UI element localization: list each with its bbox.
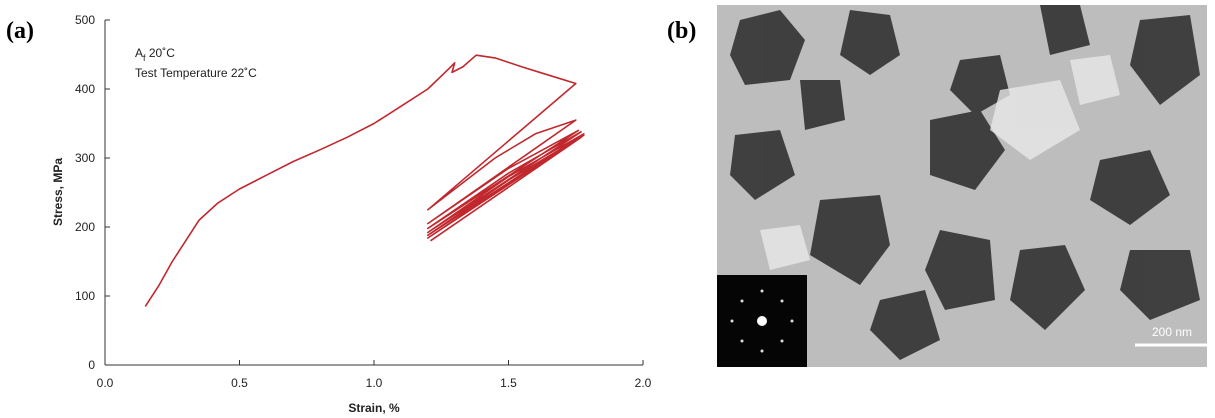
panel-label: (b) bbox=[667, 18, 696, 44]
y-tick-label: 500 bbox=[75, 13, 95, 27]
y-tick-label: 100 bbox=[75, 289, 95, 303]
x-tick-label: 2.0 bbox=[635, 376, 652, 390]
y-tick-label: 0 bbox=[88, 358, 95, 372]
annotation-part: 20˚C bbox=[146, 46, 176, 60]
annotation-part: A bbox=[135, 46, 143, 60]
y-tick-label: 300 bbox=[75, 151, 95, 165]
data-line bbox=[145, 55, 584, 306]
annotation: Af 20˚C bbox=[135, 46, 175, 63]
x-tick-label: 1.5 bbox=[500, 376, 517, 390]
x-axis-title: Strain, % bbox=[348, 401, 400, 415]
scale-bar-label: 200 nm bbox=[1152, 325, 1192, 339]
micrograph: 200 nm bbox=[717, 5, 1208, 367]
x-tick-label: 0.0 bbox=[97, 376, 114, 390]
panel-label: (a) bbox=[6, 18, 34, 44]
y-tick-label: 400 bbox=[75, 82, 95, 96]
x-tick-label: 0.5 bbox=[231, 376, 248, 390]
y-tick-label: 200 bbox=[75, 220, 95, 234]
y-axis-title: Stress, MPa bbox=[51, 158, 65, 226]
figure: (a) Af 20˚C Test Temperature 22˚C Strain… bbox=[0, 0, 1215, 418]
x-tick-label: 1.0 bbox=[366, 376, 383, 390]
annotation: Test Temperature 22˚C bbox=[135, 66, 257, 80]
